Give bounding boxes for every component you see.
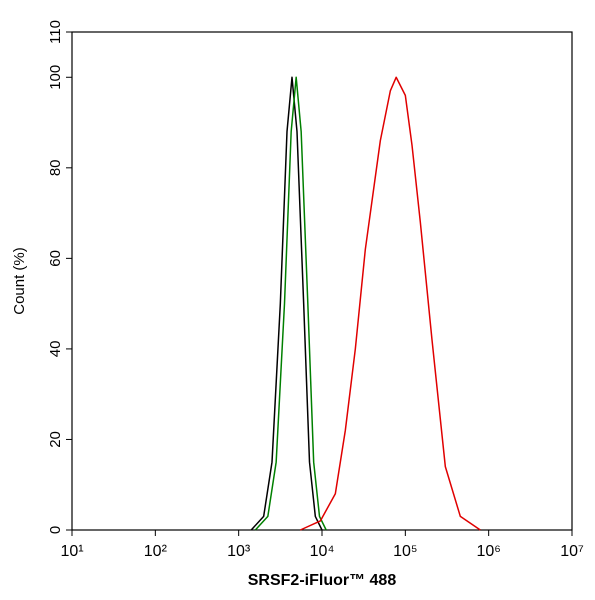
y-axis-label: Count (%) xyxy=(11,247,28,315)
y-tick-label: 100 xyxy=(47,65,64,90)
x-tick-label: 10³ xyxy=(227,543,251,560)
x-tick-label: 10⁷ xyxy=(560,543,584,560)
x-axis-label: SRSF2-iFluor™ 488 xyxy=(248,572,397,589)
x-tick-label: 10¹ xyxy=(60,543,83,560)
x-tick-label: 10⁶ xyxy=(476,543,500,560)
y-tick-label: 80 xyxy=(47,159,64,176)
y-tick-label: 110 xyxy=(47,20,64,44)
y-tick-label: 0 xyxy=(47,526,64,534)
histogram-line xyxy=(254,76,327,531)
y-tick-label: 60 xyxy=(47,250,64,267)
x-tick-label: 10² xyxy=(144,543,168,560)
plot-frame xyxy=(71,31,573,531)
y-tick-label: 40 xyxy=(47,341,64,358)
histogram-line xyxy=(250,76,323,531)
x-tick-label: 10⁵ xyxy=(393,543,417,560)
x-tick-label: 10⁴ xyxy=(310,543,335,560)
histogram-line xyxy=(300,76,481,531)
y-tick-label: 20 xyxy=(47,431,64,448)
